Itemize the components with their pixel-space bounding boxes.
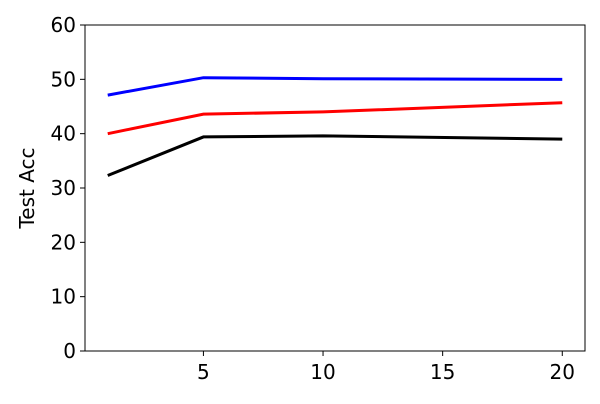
y-tick-label: 60: [51, 13, 76, 37]
y-tick-label: 30: [51, 176, 76, 200]
y-tick-label: 0: [63, 339, 76, 363]
y-axis-label: Test Acc: [15, 147, 39, 229]
line: [107, 134, 563, 177]
line: [107, 76, 563, 97]
y-tick-label: 50: [51, 67, 76, 91]
plot-frame: [84, 24, 586, 352]
y-tick-label: 20: [51, 230, 76, 254]
x-tick-label: 10: [310, 360, 335, 384]
y-tick-label: 40: [51, 122, 76, 146]
y-tick-label: 10: [51, 285, 76, 309]
line: [107, 101, 563, 136]
x-tick-label: 5: [197, 360, 210, 384]
x-tick-label: 15: [430, 360, 455, 384]
x-tick-label: 20: [550, 360, 575, 384]
